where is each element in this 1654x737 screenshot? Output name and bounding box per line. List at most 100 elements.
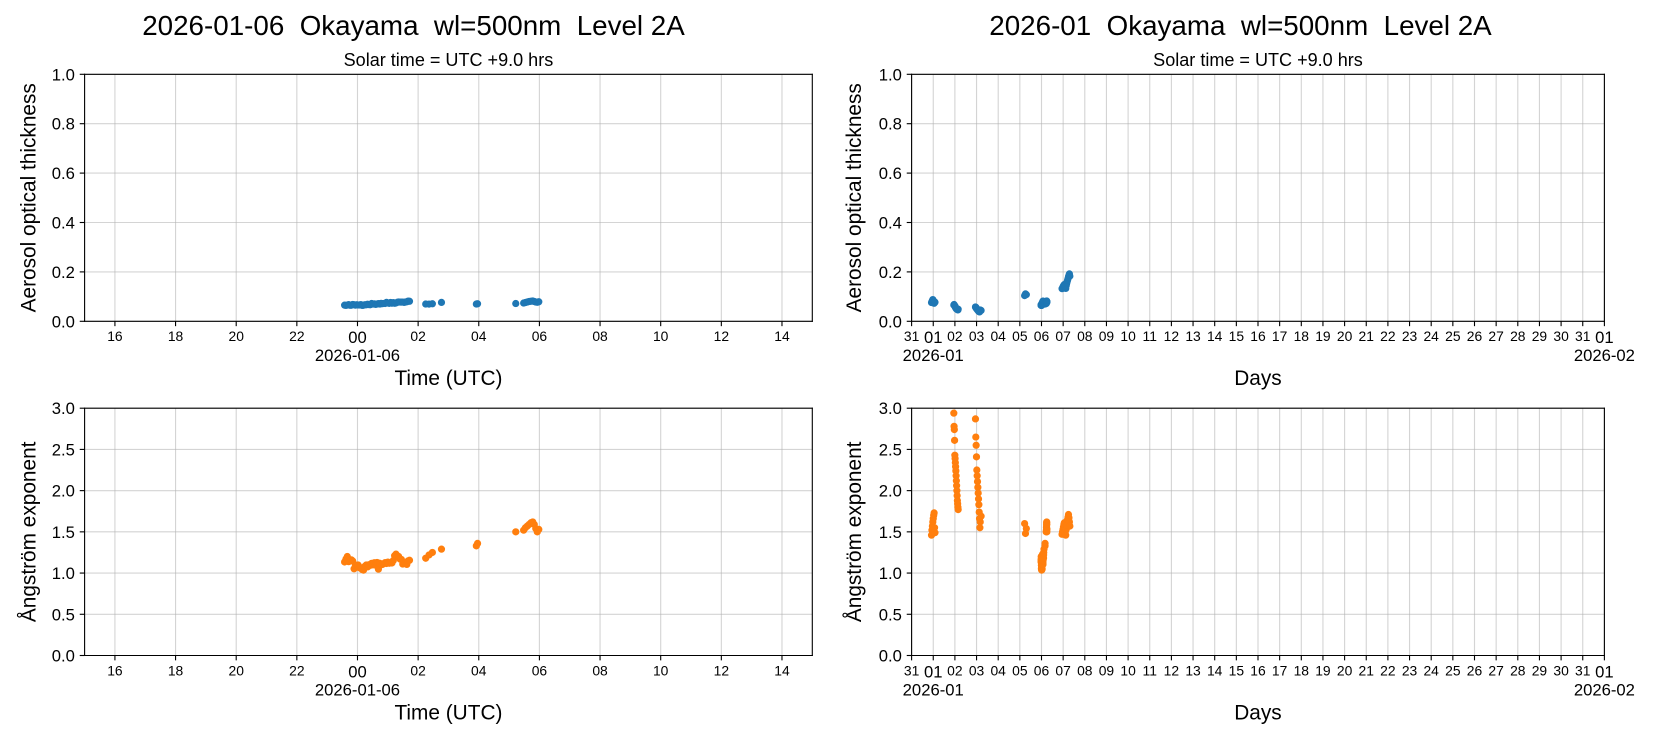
- svg-text:3.0: 3.0: [52, 399, 75, 418]
- svg-text:12: 12: [714, 662, 730, 678]
- svg-text:29: 29: [1532, 328, 1548, 344]
- svg-text:10: 10: [653, 328, 669, 344]
- svg-text:16: 16: [1250, 662, 1266, 678]
- svg-text:13: 13: [1185, 328, 1201, 344]
- svg-text:31: 31: [904, 328, 920, 344]
- svg-text:0.8: 0.8: [879, 115, 902, 134]
- svg-text:16: 16: [1250, 328, 1266, 344]
- svg-text:26: 26: [1467, 662, 1483, 678]
- svg-text:18: 18: [1294, 662, 1310, 678]
- svg-text:19: 19: [1315, 328, 1331, 344]
- svg-text:04: 04: [471, 328, 487, 344]
- svg-text:07: 07: [1055, 328, 1071, 344]
- svg-text:2.5: 2.5: [52, 440, 75, 459]
- svg-text:Ångström exponent: Ångström exponent: [17, 441, 40, 622]
- svg-text:16: 16: [107, 662, 123, 678]
- svg-text:27: 27: [1488, 328, 1504, 344]
- svg-text:12: 12: [714, 328, 730, 344]
- svg-text:06: 06: [1034, 328, 1050, 344]
- svg-text:1.0: 1.0: [879, 65, 902, 84]
- svg-text:28: 28: [1510, 662, 1526, 678]
- svg-text:Solar time = UTC +9.0 hrs: Solar time = UTC +9.0 hrs: [344, 50, 554, 70]
- svg-text:Time (UTC): Time (UTC): [394, 701, 502, 724]
- svg-text:18: 18: [1294, 328, 1310, 344]
- svg-text:25: 25: [1445, 662, 1461, 678]
- svg-text:09: 09: [1099, 662, 1115, 678]
- svg-text:0.0: 0.0: [879, 312, 902, 331]
- svg-text:Days: Days: [1234, 701, 1281, 724]
- svg-text:3.0: 3.0: [879, 399, 902, 418]
- svg-text:Ångström exponent: Ångström exponent: [843, 441, 866, 622]
- svg-text:02: 02: [410, 328, 426, 344]
- svg-text:2026-01: 2026-01: [903, 346, 964, 365]
- svg-text:08: 08: [592, 328, 608, 344]
- svg-text:0.5: 0.5: [879, 605, 902, 624]
- svg-text:10: 10: [653, 662, 669, 678]
- svg-text:23: 23: [1402, 328, 1418, 344]
- svg-text:1.0: 1.0: [879, 564, 902, 583]
- svg-text:14: 14: [774, 328, 790, 344]
- svg-text:18: 18: [168, 328, 184, 344]
- svg-text:2026-02: 2026-02: [1574, 680, 1635, 699]
- svg-text:14: 14: [774, 662, 790, 678]
- svg-text:09: 09: [1099, 328, 1115, 344]
- svg-text:2.5: 2.5: [879, 440, 902, 459]
- svg-text:15: 15: [1229, 328, 1245, 344]
- svg-text:2026-01: 2026-01: [903, 680, 964, 699]
- svg-text:16: 16: [107, 328, 123, 344]
- svg-text:04: 04: [471, 662, 487, 678]
- svg-text:10: 10: [1120, 662, 1136, 678]
- svg-text:18: 18: [168, 662, 184, 678]
- svg-text:00: 00: [348, 662, 367, 681]
- svg-text:08: 08: [1077, 328, 1093, 344]
- svg-text:2026-01-06: 2026-01-06: [315, 680, 400, 699]
- svg-text:Time (UTC): Time (UTC): [394, 367, 502, 390]
- svg-text:01: 01: [924, 662, 943, 681]
- svg-text:01: 01: [1595, 328, 1614, 347]
- svg-text:2026-01 Okayama wl=500nm Le: 2026-01 Okayama wl=500nm Level 2A: [989, 10, 1492, 41]
- svg-text:05: 05: [1012, 328, 1028, 344]
- svg-text:Aerosol optical thickness: Aerosol optical thickness: [843, 83, 866, 312]
- svg-text:14: 14: [1207, 662, 1223, 678]
- svg-text:07: 07: [1055, 662, 1071, 678]
- svg-text:06: 06: [1034, 662, 1050, 678]
- svg-text:03: 03: [969, 328, 985, 344]
- svg-text:20: 20: [228, 328, 244, 344]
- svg-text:23: 23: [1402, 662, 1418, 678]
- svg-text:31: 31: [1575, 662, 1591, 678]
- svg-text:Solar time = UTC +9.0 hrs: Solar time = UTC +9.0 hrs: [1153, 50, 1363, 70]
- svg-text:Days: Days: [1234, 367, 1281, 390]
- svg-text:12: 12: [1164, 662, 1180, 678]
- svg-text:30: 30: [1553, 328, 1569, 344]
- svg-text:1.0: 1.0: [52, 564, 75, 583]
- svg-text:06: 06: [532, 662, 548, 678]
- svg-text:0.0: 0.0: [879, 647, 902, 666]
- svg-text:08: 08: [1077, 662, 1093, 678]
- svg-text:01: 01: [924, 328, 943, 347]
- svg-text:12: 12: [1164, 328, 1180, 344]
- svg-text:2.0: 2.0: [879, 482, 902, 501]
- svg-text:31: 31: [1575, 328, 1591, 344]
- svg-text:1.5: 1.5: [879, 523, 902, 542]
- svg-text:15: 15: [1229, 662, 1245, 678]
- svg-text:Aerosol optical thickness: Aerosol optical thickness: [17, 83, 40, 312]
- svg-text:0.8: 0.8: [52, 115, 75, 134]
- svg-text:26: 26: [1467, 328, 1483, 344]
- svg-text:08: 08: [592, 662, 608, 678]
- svg-text:19: 19: [1315, 662, 1331, 678]
- svg-text:22: 22: [289, 328, 305, 344]
- svg-text:17: 17: [1272, 328, 1288, 344]
- svg-text:02: 02: [410, 662, 426, 678]
- svg-text:2026-02: 2026-02: [1574, 346, 1635, 365]
- svg-text:10: 10: [1120, 328, 1136, 344]
- svg-text:01: 01: [1595, 662, 1614, 681]
- svg-text:0.4: 0.4: [879, 214, 902, 233]
- svg-text:27: 27: [1488, 662, 1504, 678]
- svg-text:21: 21: [1359, 662, 1375, 678]
- svg-text:04: 04: [990, 662, 1006, 678]
- svg-text:0.2: 0.2: [52, 263, 75, 282]
- svg-text:1.0: 1.0: [52, 65, 75, 84]
- svg-text:22: 22: [1380, 662, 1396, 678]
- svg-text:0.2: 0.2: [879, 263, 902, 282]
- svg-text:02: 02: [947, 662, 963, 678]
